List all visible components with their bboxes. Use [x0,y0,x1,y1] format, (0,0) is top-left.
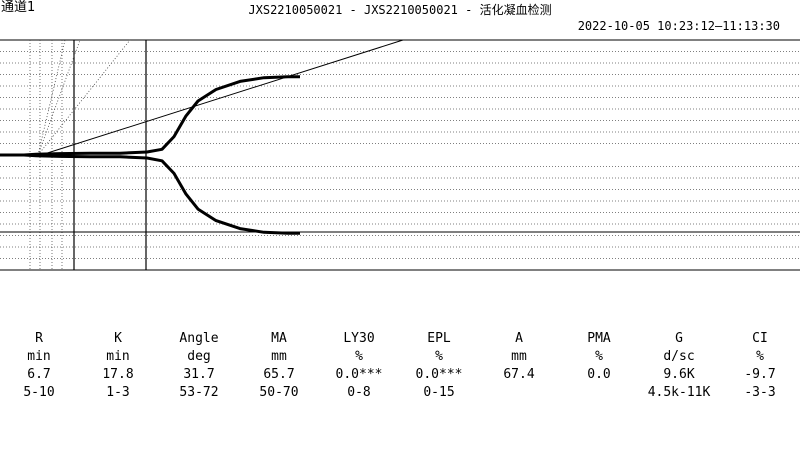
teg-chart [0,39,800,271]
param-ly30: LY30% 0.0*** 0-8 [319,330,399,402]
param-range [559,384,639,402]
param-unit: mm [271,349,287,364]
trace-lower [0,153,300,235]
param-value: 65.7 [263,367,295,382]
param-name: Angle [179,331,219,346]
param-value: 0.0*** [335,367,383,382]
param-name: PMA [587,331,611,346]
param-value: 0.0*** [415,367,463,382]
param-name: A [515,331,523,346]
param-range: 4.5k-11K [647,385,711,400]
chart-title: JXS2210050021 - JXS2210050021 - 活化凝血检测 [248,3,552,17]
param-value: 67.4 [503,367,535,382]
param-name: EPL [427,331,451,346]
param-value: 9.6K [663,367,695,382]
param-unit: % [756,349,764,364]
param-pma: PMA% 0.0 [559,330,639,402]
param-value: 6.7 [27,367,51,382]
param-epl: EPL% 0.0*** 0-15 [399,330,479,402]
param-ci: CI% -9.7 -3-3 [720,330,800,402]
param-name: LY30 [343,331,375,346]
param-value: -9.7 [744,367,776,382]
param-ma: MA mm 65.7 50-70 [239,330,319,402]
param-unit: mm [511,349,527,364]
param-name: K [114,331,122,346]
param-range [479,384,559,402]
param-unit: min [27,349,51,364]
param-range: 53-72 [179,385,219,400]
param-range: 1-3 [106,385,130,400]
param-unit: deg [187,349,211,364]
angle-reference-line [37,39,81,156]
param-name: R [35,331,43,346]
param-value: 17.8 [102,367,134,382]
param-range: 0-8 [347,385,371,400]
angle-reference-line [37,39,131,156]
param-range: 5-10 [23,385,55,400]
param-unit: % [355,349,363,364]
param-name: G [675,331,683,346]
param-unit: d/sc [663,349,695,364]
param-name: MA [271,331,287,346]
param-name: CI [752,331,768,346]
param-unit: % [595,349,603,364]
param-angle: Angle deg 31.7 53-72 [159,330,239,402]
param-range: -3-3 [744,385,776,400]
angle-tangent-line [37,39,404,157]
param-range: 50-70 [259,385,299,400]
timestamp: 2022-10-05 10:23:12—11:13:30 [577,19,780,33]
param-unit: min [106,349,130,364]
param-range: 0-15 [423,385,455,400]
trace-upper [0,75,300,157]
channel-label: 通道1 [1,0,36,15]
param-unit: % [435,349,443,364]
param-value: 0.0 [587,367,611,382]
param-value: 31.7 [183,367,215,382]
